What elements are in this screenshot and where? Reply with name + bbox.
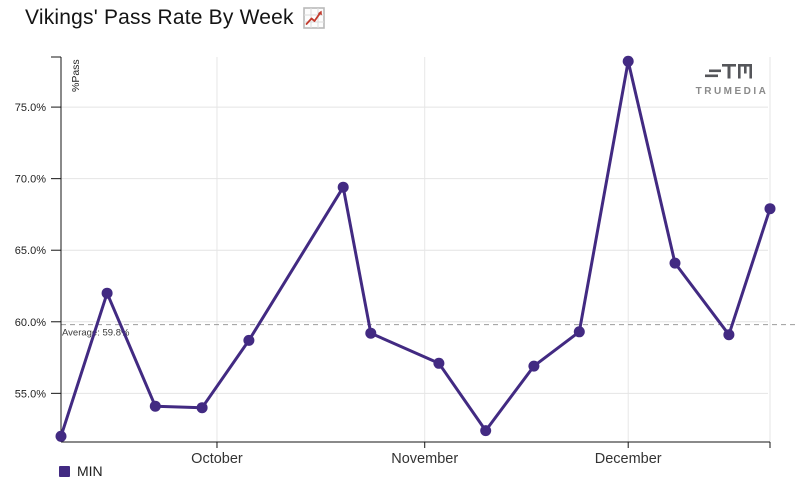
page-title: Vikings' Pass Rate By Week — [25, 6, 294, 29]
x-tick-label: December — [595, 451, 662, 467]
data-point[interactable] — [196, 402, 208, 414]
y-tick-label: 65.0% — [15, 245, 46, 257]
y-tick-label: 55.0% — [15, 388, 46, 400]
data-point[interactable] — [365, 327, 377, 339]
trumedia-logo-text: TRUMEDIA — [695, 86, 769, 97]
trumedia-logo-icon — [705, 62, 759, 81]
data-point[interactable] — [337, 181, 349, 193]
x-tick-label: October — [191, 451, 243, 467]
data-point[interactable] — [573, 326, 585, 338]
data-point[interactable] — [55, 430, 67, 442]
average-label: Average: 59.8% — [62, 328, 130, 339]
data-point[interactable] — [480, 425, 492, 437]
data-point[interactable] — [243, 334, 255, 346]
data-point[interactable] — [622, 55, 634, 67]
series-line-min — [59, 59, 772, 438]
data-point[interactable] — [528, 360, 540, 372]
data-point[interactable] — [764, 203, 776, 215]
chart-header: Vikings' Pass Rate By Week — [25, 6, 325, 30]
trumedia-logo: TRUMEDIA — [694, 62, 770, 97]
y-axis-label: %Pass — [70, 59, 82, 92]
data-point[interactable] — [149, 400, 161, 412]
x-tick-label: November — [391, 451, 458, 467]
legend-label: MIN — [77, 463, 103, 479]
data-point[interactable] — [669, 257, 681, 269]
y-tick-label: 60.0% — [15, 317, 46, 329]
data-point[interactable] — [433, 357, 445, 369]
data-point[interactable] — [723, 329, 735, 341]
chart-increasing-icon — [302, 7, 325, 29]
y-tick-label: 70.0% — [15, 174, 46, 186]
data-point[interactable] — [101, 287, 113, 299]
legend-item-min[interactable]: MIN — [59, 463, 103, 479]
legend-swatch — [59, 465, 70, 477]
y-tick-label: 75.0% — [15, 102, 46, 114]
